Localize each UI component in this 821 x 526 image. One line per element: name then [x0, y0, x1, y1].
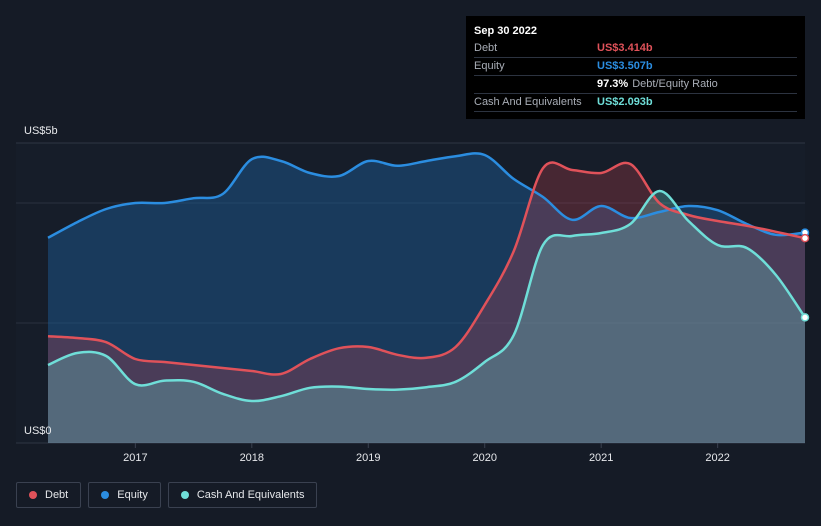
legend-item-equity[interactable]: Equity: [88, 482, 161, 508]
x-tick-label: 2020: [472, 452, 496, 464]
tooltip-value: 97.3%: [597, 78, 629, 90]
line-cash-and-equivalents: [47, 189, 807, 403]
tooltip-label: Debt: [474, 42, 498, 54]
x-tick-label: 2019: [356, 452, 380, 464]
legend-item-cash[interactable]: Cash And Equivalents: [167, 482, 318, 508]
tooltip-suffix: Debt/Equity Ratio: [632, 78, 718, 90]
line-equity: [47, 152, 806, 239]
y-axis-bottom-label: US$0: [24, 425, 52, 437]
y-axis-top-label: US$5b: [24, 125, 58, 137]
tooltip-value: US$2.093b: [597, 96, 653, 108]
legend-label: Cash And Equivalents: [196, 489, 305, 501]
legend-label: Debt: [45, 489, 69, 501]
x-tick-label: 2021: [589, 452, 613, 464]
legend-dot-icon: [29, 491, 37, 499]
legend-label: Equity: [117, 489, 148, 501]
tooltip-value: US$3.414b: [597, 42, 653, 54]
plot-area: [16, 143, 805, 443]
line-debt: [47, 161, 806, 376]
endpoint-cash-and-equivalents: [800, 313, 810, 322]
x-tick-label: 2017: [123, 452, 147, 464]
legend-dot-icon: [180, 491, 189, 499]
area-debt: [48, 162, 805, 443]
legend-dot-icon: [101, 491, 110, 499]
data-tooltip: Sep 30 2022 Debt US$3.414b Equity US$3.5…: [466, 16, 805, 119]
tooltip-label: Cash And Equivalents: [474, 96, 582, 108]
tooltip-date: Sep 30 2022: [474, 25, 537, 37]
tooltip-row-equity: Equity US$3.507b: [474, 58, 797, 76]
tooltip-label: [474, 76, 597, 93]
x-tick-label: 2018: [240, 452, 264, 464]
tooltip-row-debt: Debt US$3.414b: [474, 40, 797, 58]
tooltip-row-cash: Cash And Equivalents US$2.093b: [474, 94, 797, 112]
tooltip-row-ratio: 97.3% Debt/Equity Ratio: [474, 76, 797, 94]
legend-item-debt[interactable]: Debt: [16, 482, 82, 508]
tooltip-value: US$3.507b: [597, 60, 653, 72]
chart-legend: Debt Equity Cash And Equivalents: [16, 482, 324, 508]
tooltip-label: Equity: [474, 60, 505, 72]
endpoint-debt: [800, 233, 810, 243]
area-cash-and-equivalents: [48, 190, 805, 443]
x-tick-label: 2022: [705, 452, 729, 464]
